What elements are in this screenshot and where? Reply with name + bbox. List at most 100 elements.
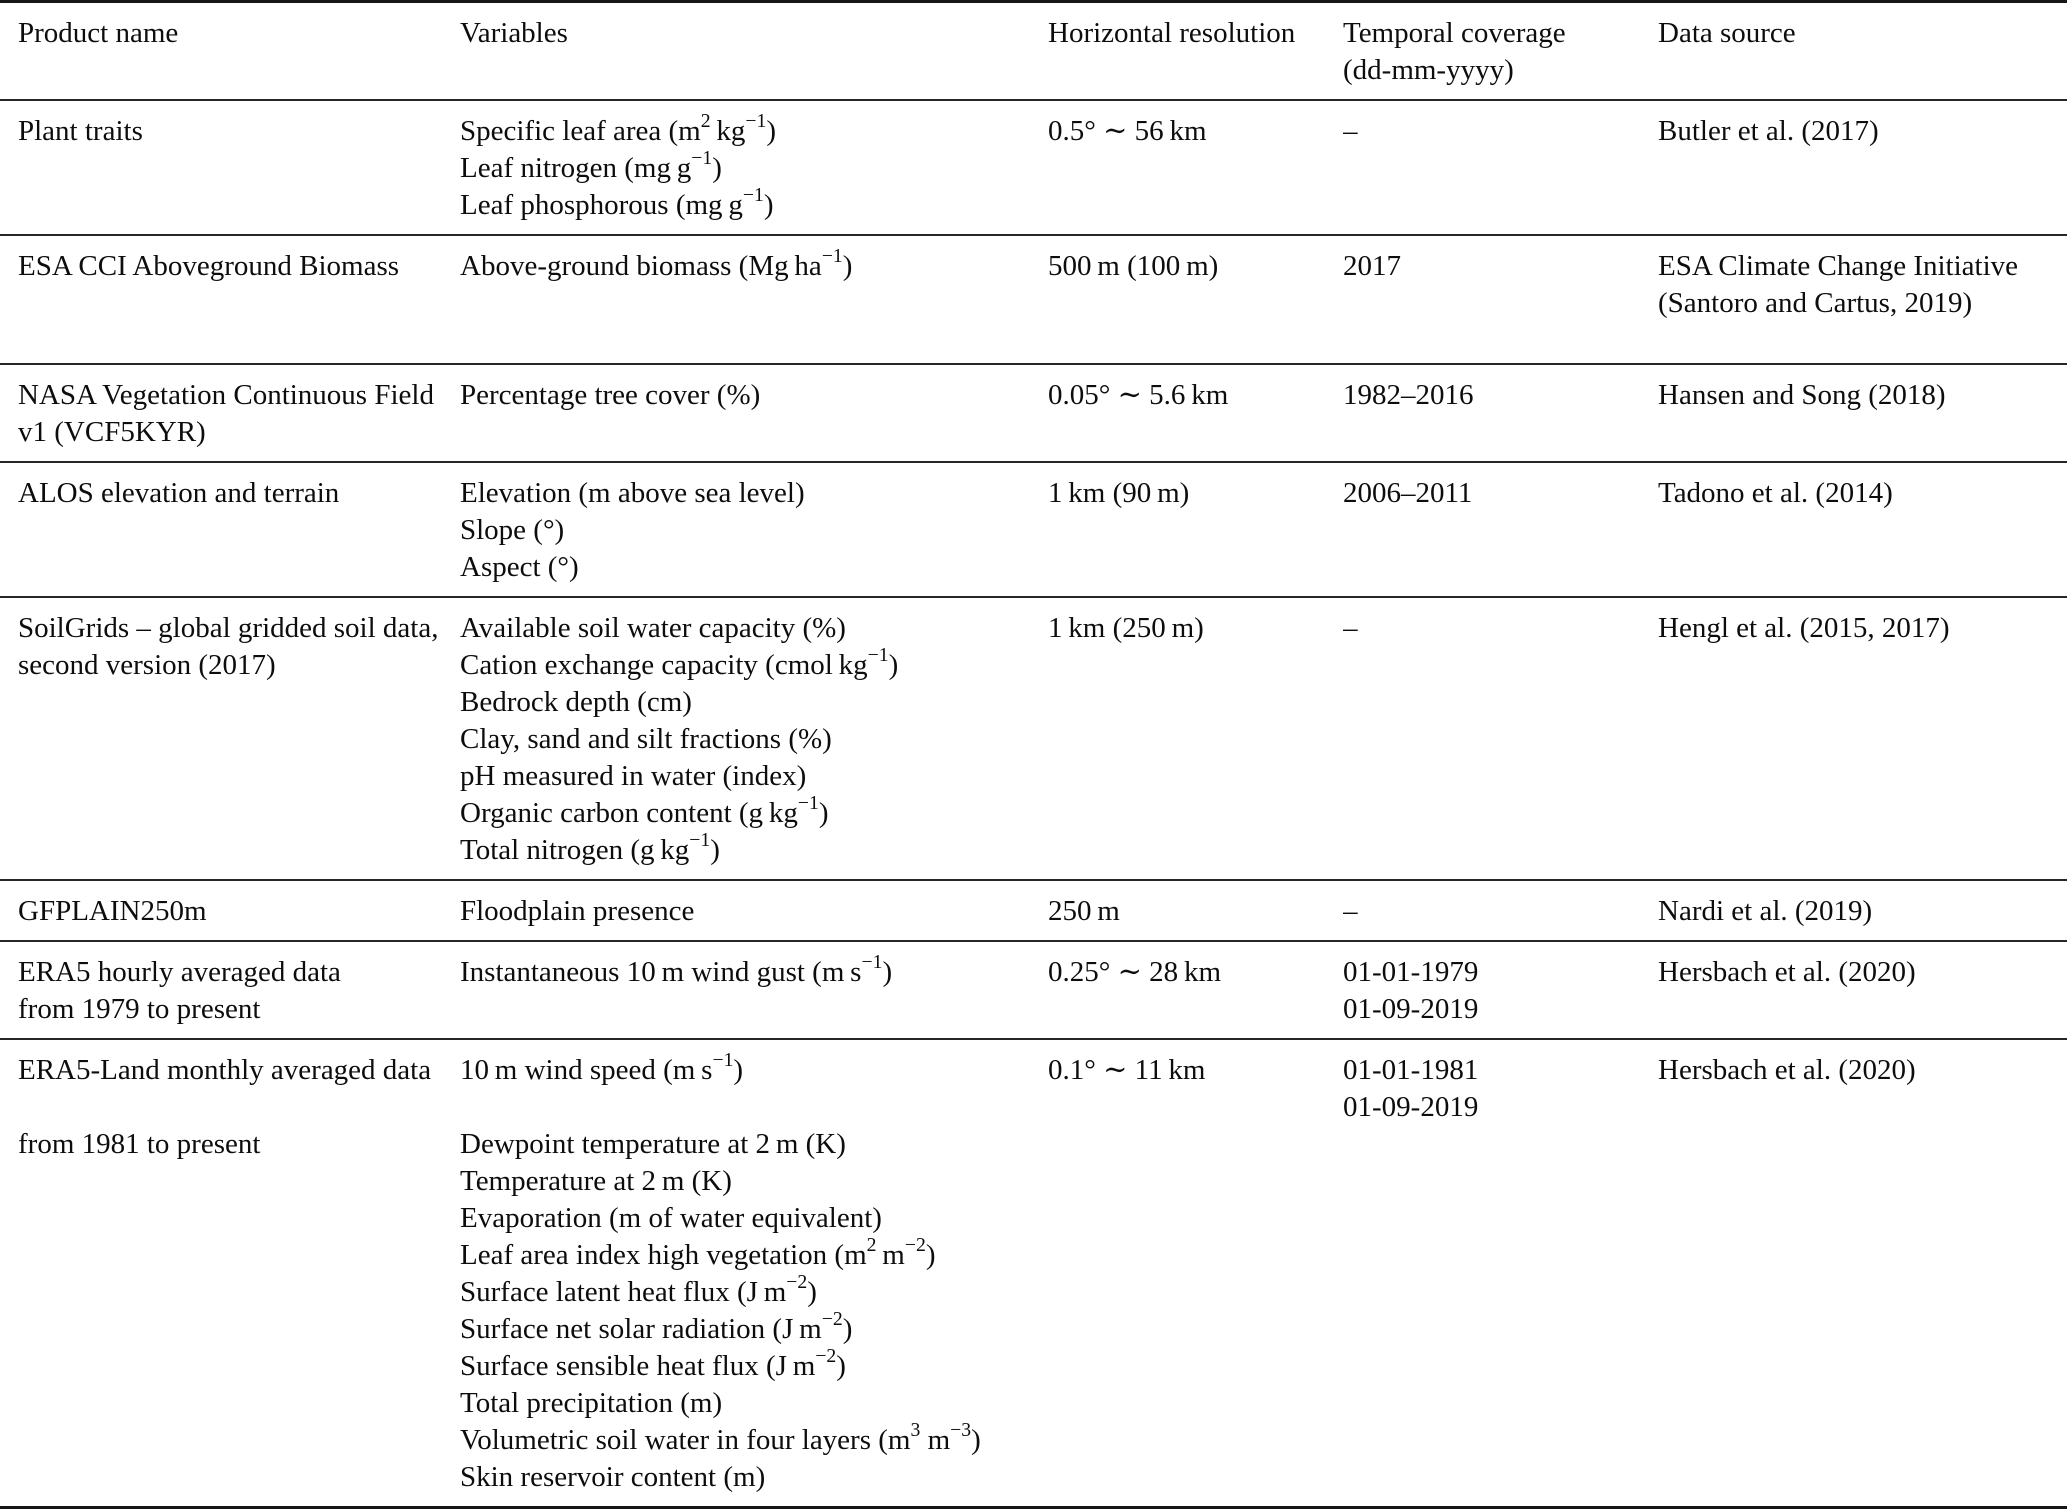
text-line: second version (2017) [18,649,276,681]
text-line: NASA Vegetation Continuous Field [18,379,434,411]
text-line: 2017 [1343,250,1401,282]
text-line [460,1089,1024,1126]
cell-variables: Instantaneous 10 m wind gust (m s−1) [460,942,1048,1038]
cell-horizontal-resolution: 0.1° ∼ 11 km [1048,1040,1343,1506]
text-line: Nardi et al. (2019) [1658,895,1873,927]
header-label: Product name [18,17,179,49]
cell-horizontal-resolution: 500 m (100 m) [1048,236,1343,363]
col-header-horizontal-resolution: Horizontal resolution [1048,3,1343,99]
table-row: SoilGrids – global gridded soil data, sec… [0,596,2067,879]
text-line: 10 m wind speed (m s−1) [460,1048,744,1086]
cell-product-name: GFPLAIN250m [0,881,460,940]
text-line: ERA5 hourly averaged data [18,956,341,988]
text-line: Hersbach et al. (2020) [1658,1054,1916,1086]
cell-product-name: Plant traits [0,101,460,234]
text-line: Instantaneous 10 m wind gust (m s−1) [460,950,893,988]
text-line: from 1981 to present [18,1128,261,1160]
text-line: 0.25° ∼ 28 km [1048,956,1222,988]
cell-data-source: Hengl et al. (2015, 2017) [1658,598,2067,879]
cell-data-source: ESA Climate Change Initiative (Santoro an… [1658,236,2067,363]
text-line: from 1979 to present [18,993,261,1025]
cell-product-name: ESA CCI Aboveground Biomass [0,236,460,363]
text-line: Butler et al. (2017) [1658,115,1879,147]
text-line: 01-09-2019 [1343,1091,1479,1123]
text-line: 1 km (250 m) [1048,612,1204,644]
text-line: 0.05° ∼ 5.6 km [1048,379,1229,411]
cell-temporal-coverage: 01-01-1981 01-09-2019 [1343,1040,1658,1506]
text-line [18,1089,436,1126]
text-line: SoilGrids – global gridded soil data, [18,612,439,644]
table-row: NASA Vegetation Continuous Field v1 (VCF5… [0,363,2067,461]
text-line: Available soil water capacity (%) [460,612,846,644]
cell-variables: Above-ground biomass (Mg ha−1) [460,236,1048,363]
cell-variables: 10 m wind speed (m s−1) Dewpoint tempera… [460,1040,1048,1506]
text-line: Elevation (m above sea level) [460,477,805,509]
text-line: 01-01-1981 [1343,1054,1479,1086]
table-row: ERA5-Land monthly averaged data from 198… [0,1038,2067,1506]
text-line: Temperature at 2 m (K) [460,1165,732,1197]
text-line: 250 m [1048,895,1120,927]
table-row: ESA CCI Aboveground Biomass Above-ground … [0,234,2067,363]
cell-variables: Percentage tree cover (%) [460,365,1048,461]
cell-data-source: Tadono et al. (2014) [1658,463,2067,596]
text-line: Surface latent heat flux (J m−2) [460,1270,817,1308]
header-label: Temporal coverage [1343,17,1566,49]
text-line: Hansen and Song (2018) [1658,379,1946,411]
text-line: Hersbach et al. (2020) [1658,956,1916,988]
text-line: Above-ground biomass (Mg ha−1) [460,244,853,282]
text-line: 2006–2011 [1343,477,1473,509]
text-line: 0.5° ∼ 56 km [1048,115,1207,147]
text-line: ESA CCI Aboveground Biomass [18,250,400,282]
cell-data-source: Nardi et al. (2019) [1658,881,2067,940]
text-line: (Santoro and Cartus, 2019) [1658,287,1973,319]
cell-product-name: NASA Vegetation Continuous Field v1 (VCF5… [0,365,460,461]
text-line: Total precipitation (m) [460,1387,723,1419]
text-line: – [1343,115,1358,147]
text-line: ERA5-Land monthly averaged data [18,1054,432,1086]
cell-data-source: Hersbach et al. (2020) [1658,1040,2067,1506]
text-line: Floodplain presence [460,895,695,927]
cell-variables: Specific leaf area (m2 kg−1) Leaf nitroge… [460,101,1048,234]
text-line: Leaf nitrogen (mg g−1) [460,146,722,184]
cell-horizontal-resolution: 0.5° ∼ 56 km [1048,101,1343,234]
text-line: Volumetric soil water in four layers (m3… [460,1418,981,1456]
cell-horizontal-resolution: 0.25° ∼ 28 km [1048,942,1343,1038]
text-line: ESA Climate Change Initiative [1658,250,2019,282]
text-line: pH measured in water (index) [460,760,807,792]
table-row: ERA5 hourly averaged data from 1979 to pr… [0,940,2067,1038]
text-line: Tadono et al. (2014) [1658,477,1893,509]
text-line: 0.1° ∼ 11 km [1048,1054,1206,1086]
text-line: Surface net solar radiation (J m−2) [460,1307,853,1345]
cell-temporal-coverage: 2006–2011 [1343,463,1658,596]
col-header-product-name: Product name [0,3,460,99]
text-line: Total nitrogen (g kg−1) [460,828,720,866]
text-line: 01-09-2019 [1343,993,1479,1025]
text-line: Surface sensible heat flux (J m−2) [460,1344,846,1382]
text-line: Aspect (°) [460,551,579,583]
text-line: 01-01-1979 [1343,956,1479,988]
text-line: ALOS elevation and terrain [18,477,340,509]
text-line: GFPLAIN250m [18,895,207,927]
text-line: 1 km (90 m) [1048,477,1190,509]
text-line: Dewpoint temperature at 2 m (K) [460,1128,846,1160]
text-line: 1982–2016 [1343,379,1474,411]
text-line: Plant traits [18,115,143,147]
cell-horizontal-resolution: 1 km (90 m) [1048,463,1343,596]
col-header-data-source: Data source [1658,3,2067,99]
text-line: v1 (VCF5KYR) [18,416,206,448]
text-line: Organic carbon content (g kg−1) [460,791,829,829]
table-row: ALOS elevation and terrain Elevation (m a… [0,461,2067,596]
cell-temporal-coverage: 01-01-1979 01-09-2019 [1343,942,1658,1038]
text-line: Bedrock depth (cm) [460,686,692,718]
cell-temporal-coverage: 1982–2016 [1343,365,1658,461]
header-label: Variables [460,17,568,49]
text-line: – [1343,612,1358,644]
cell-temporal-coverage: – [1343,598,1658,879]
cell-variables: Floodplain presence [460,881,1048,940]
col-header-variables: Variables [460,3,1048,99]
text-line: Cation exchange capacity (cmol kg−1) [460,643,899,681]
table-header-row: Product name Variables Horizontal resolu… [0,3,2067,99]
text-line: Evaporation (m of water equivalent) [460,1202,882,1234]
text-line: Percentage tree cover (%) [460,379,761,411]
